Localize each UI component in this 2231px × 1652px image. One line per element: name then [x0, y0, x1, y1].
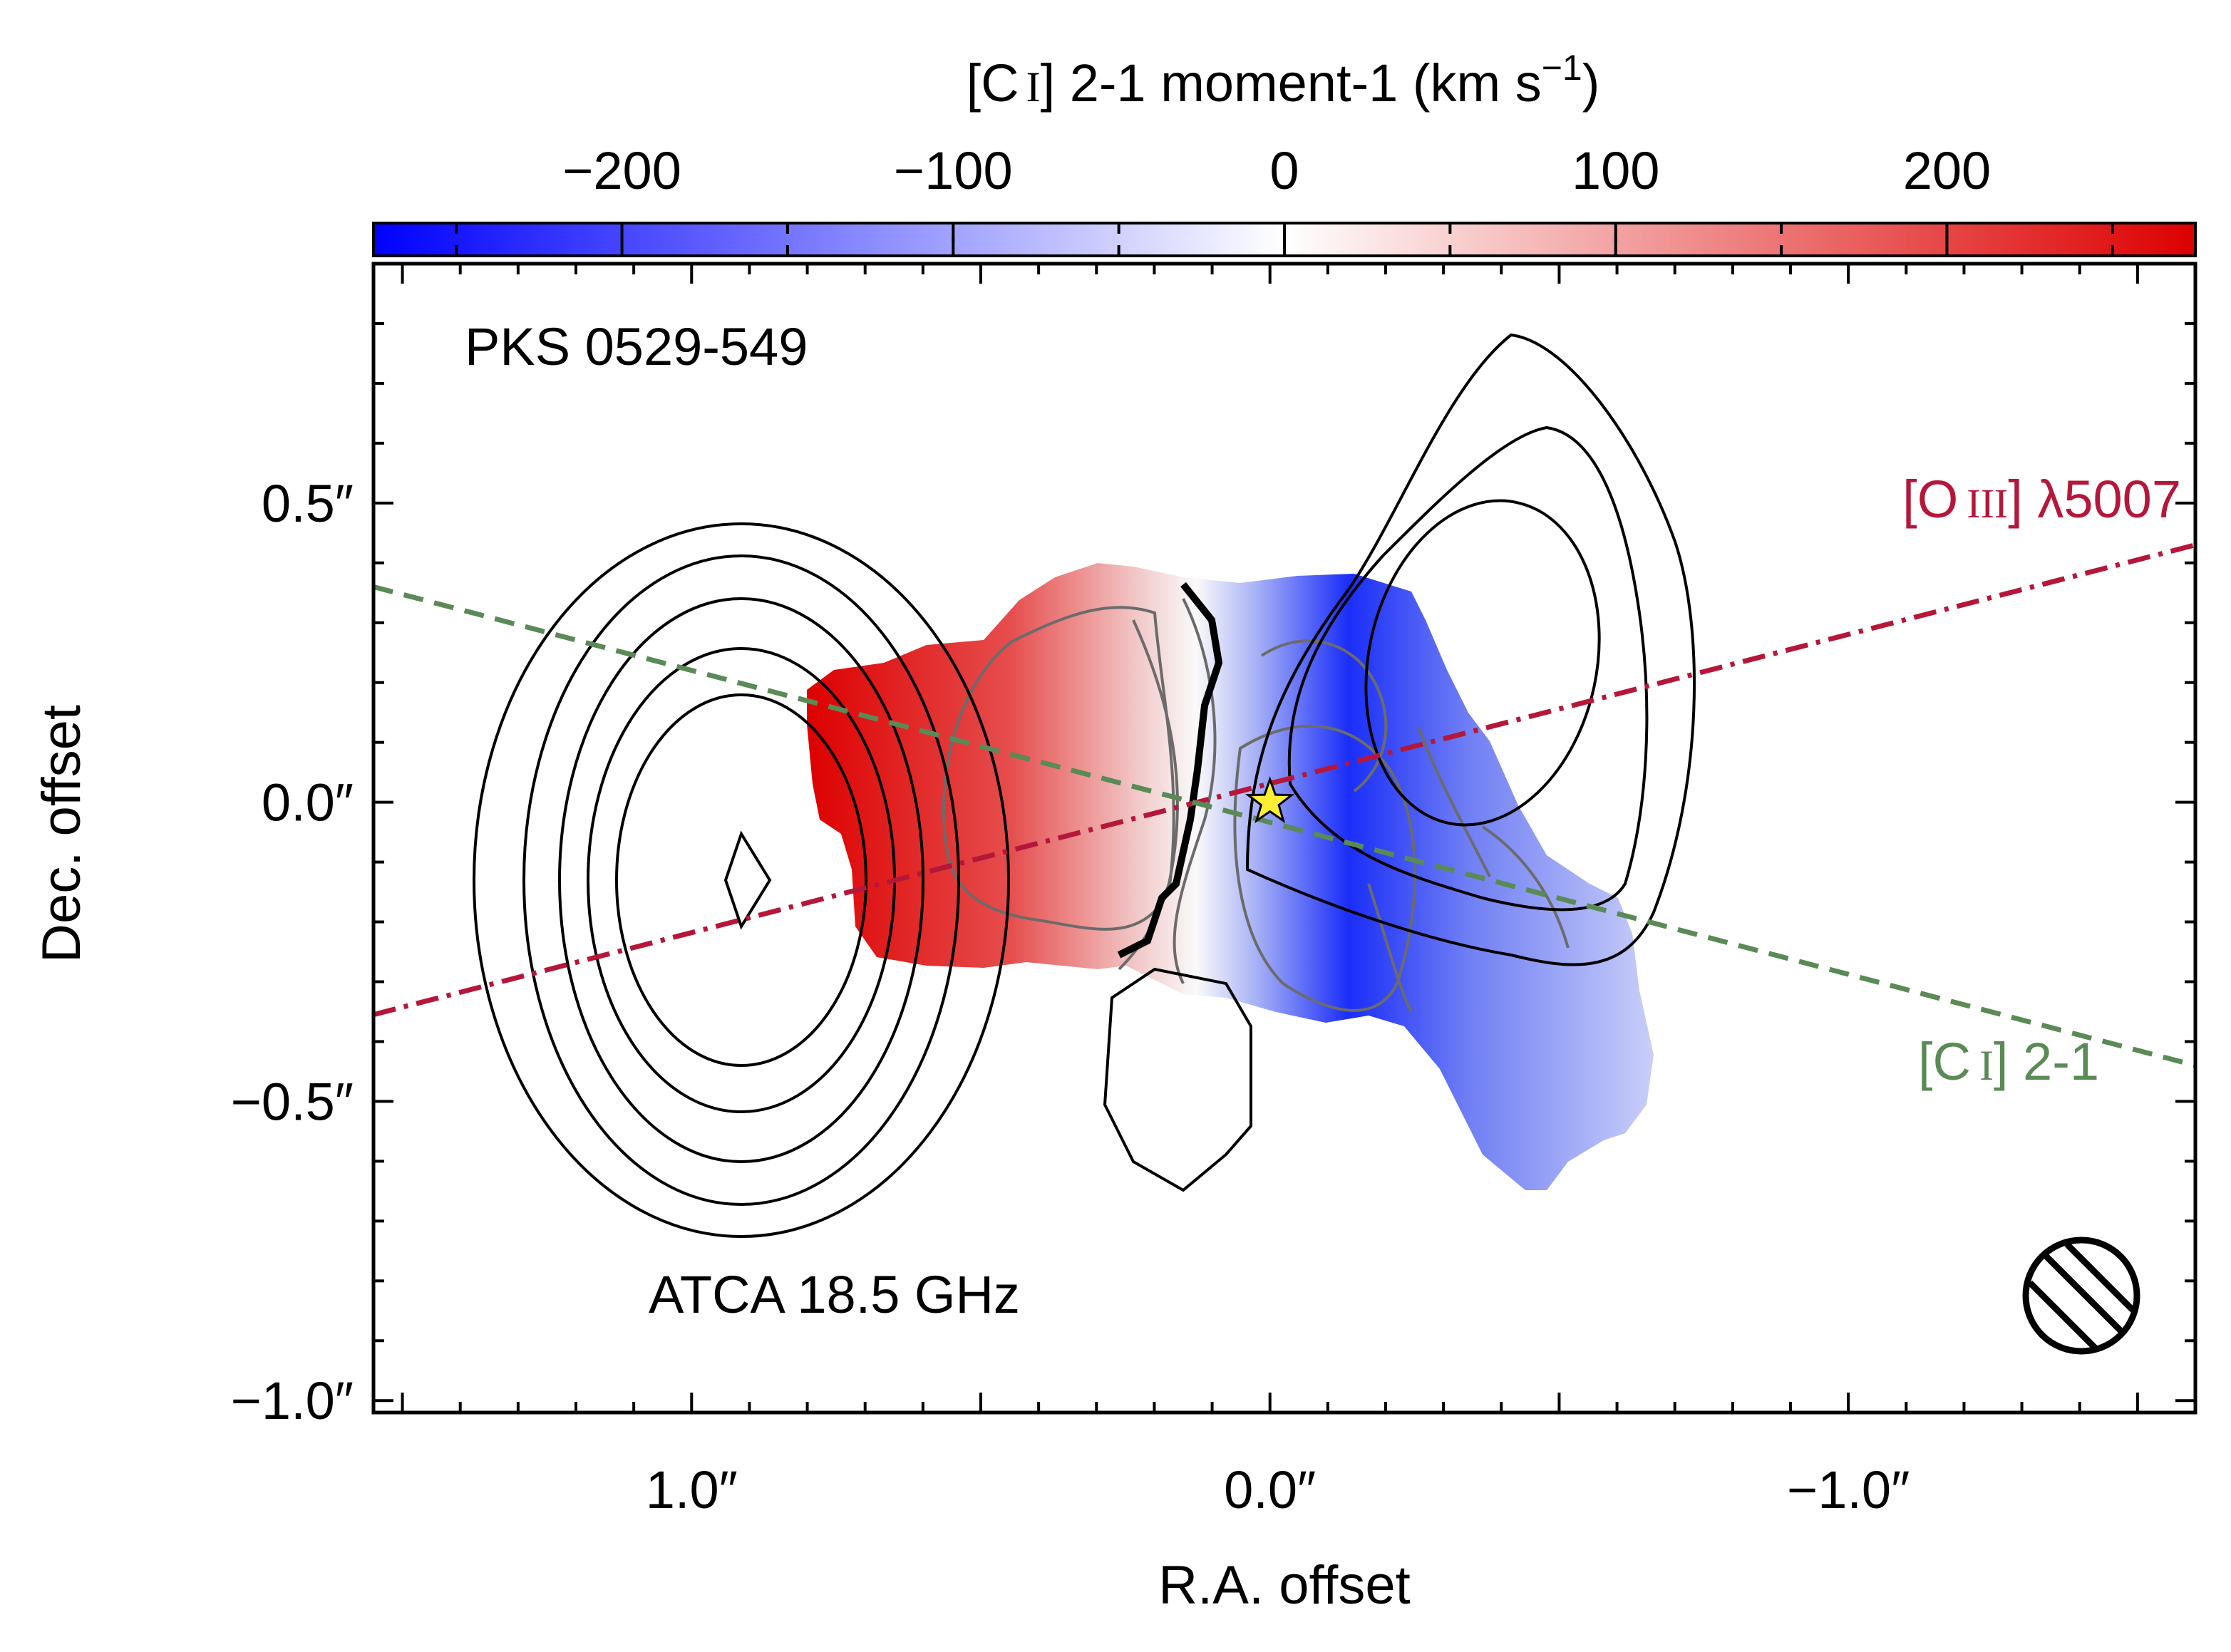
y-tick-label: 0.5″: [262, 474, 354, 533]
y-tick-label: −0.5″: [231, 1072, 354, 1131]
colorbar-tick-label: 0: [1269, 141, 1299, 200]
ci-contours: [942, 598, 1570, 1013]
x-tick-label: −1.0″: [1787, 1460, 1910, 1519]
radio-contour-label: ATCA 18.5 GHz: [649, 1265, 1020, 1324]
x-tick-label: 0.0″: [1224, 1460, 1316, 1519]
colorbar-tick-label: −100: [894, 141, 1013, 200]
colorbar-tick-label: 100: [1572, 141, 1659, 200]
x-axis-label: R.A. offset: [1158, 1555, 1410, 1616]
x-tick-labels: 1.0″ 0.0″ −1.0″: [646, 1460, 1910, 1519]
zero-velocity-line: [1117, 582, 1223, 959]
ci-axis-line: [373, 584, 2195, 1068]
colorbar-ticks: [455, 223, 2114, 256]
beam-ellipse: [2022, 1237, 2140, 1355]
colorbar-tick-label: −200: [562, 141, 681, 200]
y-tick-label: −1.0″: [231, 1371, 354, 1430]
axis-ticks: [373, 264, 2195, 1413]
ci-line-label: [C I] 2-1: [1918, 1032, 2099, 1091]
plot-frame: [371, 262, 2197, 1415]
velocity-field: [807, 563, 1654, 1190]
nucleus-star-marker: [1245, 776, 1295, 824]
colorbar-label: [C I] 2-1 moment-1 (km s−1): [967, 48, 1600, 113]
x-tick-label: 1.0″: [646, 1460, 738, 1519]
y-axis-label: Dec. offset: [31, 705, 92, 963]
colorbar-tick-labels: −200 −100 0 100 200: [562, 141, 1991, 200]
oiii-axis-line: [373, 542, 2195, 1018]
source-name-label: PKS 0529-549: [465, 317, 808, 376]
radio-contours: [473, 333, 1696, 1238]
oiii-line-label: [O III] λ5007: [1902, 470, 2181, 529]
colorbar-tick-label: 200: [1903, 141, 1991, 200]
y-tick-labels: 0.5″ 0.0″ −0.5″ −1.0″: [231, 474, 354, 1430]
y-tick-label: 0.0″: [262, 773, 354, 832]
